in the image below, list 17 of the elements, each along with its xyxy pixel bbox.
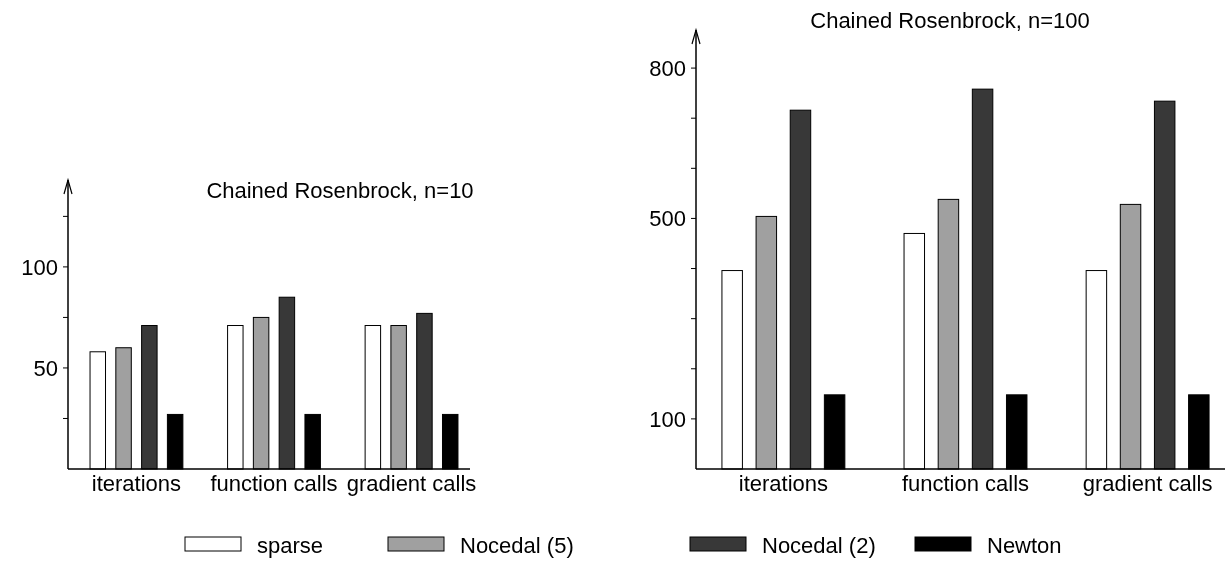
legend-label: Nocedal (5) <box>460 532 574 558</box>
x-tick-label: iterations <box>738 471 829 496</box>
x-tick-label: iterations <box>91 471 182 496</box>
x-tick-label: gradient calls <box>346 471 477 496</box>
legend-label: sparse <box>257 532 324 558</box>
legend-label: Nocedal (2) <box>762 532 876 558</box>
y-tick-label: 500 <box>649 206 686 232</box>
x-tick-label: function calls <box>901 471 1030 496</box>
x-tick-label: function calls <box>210 471 338 496</box>
chart-title: Chained Rosenbrock, n=10 <box>206 178 474 203</box>
y-tick-label: 800 <box>649 55 686 81</box>
y-tick-label: 50 <box>33 355 58 381</box>
chart-title: Chained Rosenbrock, n=100 <box>810 8 1090 33</box>
y-tick-label: 100 <box>21 254 58 280</box>
x-tick-label: gradient calls <box>1082 471 1213 496</box>
legend-label: Newton <box>987 532 1062 558</box>
y-tick-label: 100 <box>649 406 686 432</box>
